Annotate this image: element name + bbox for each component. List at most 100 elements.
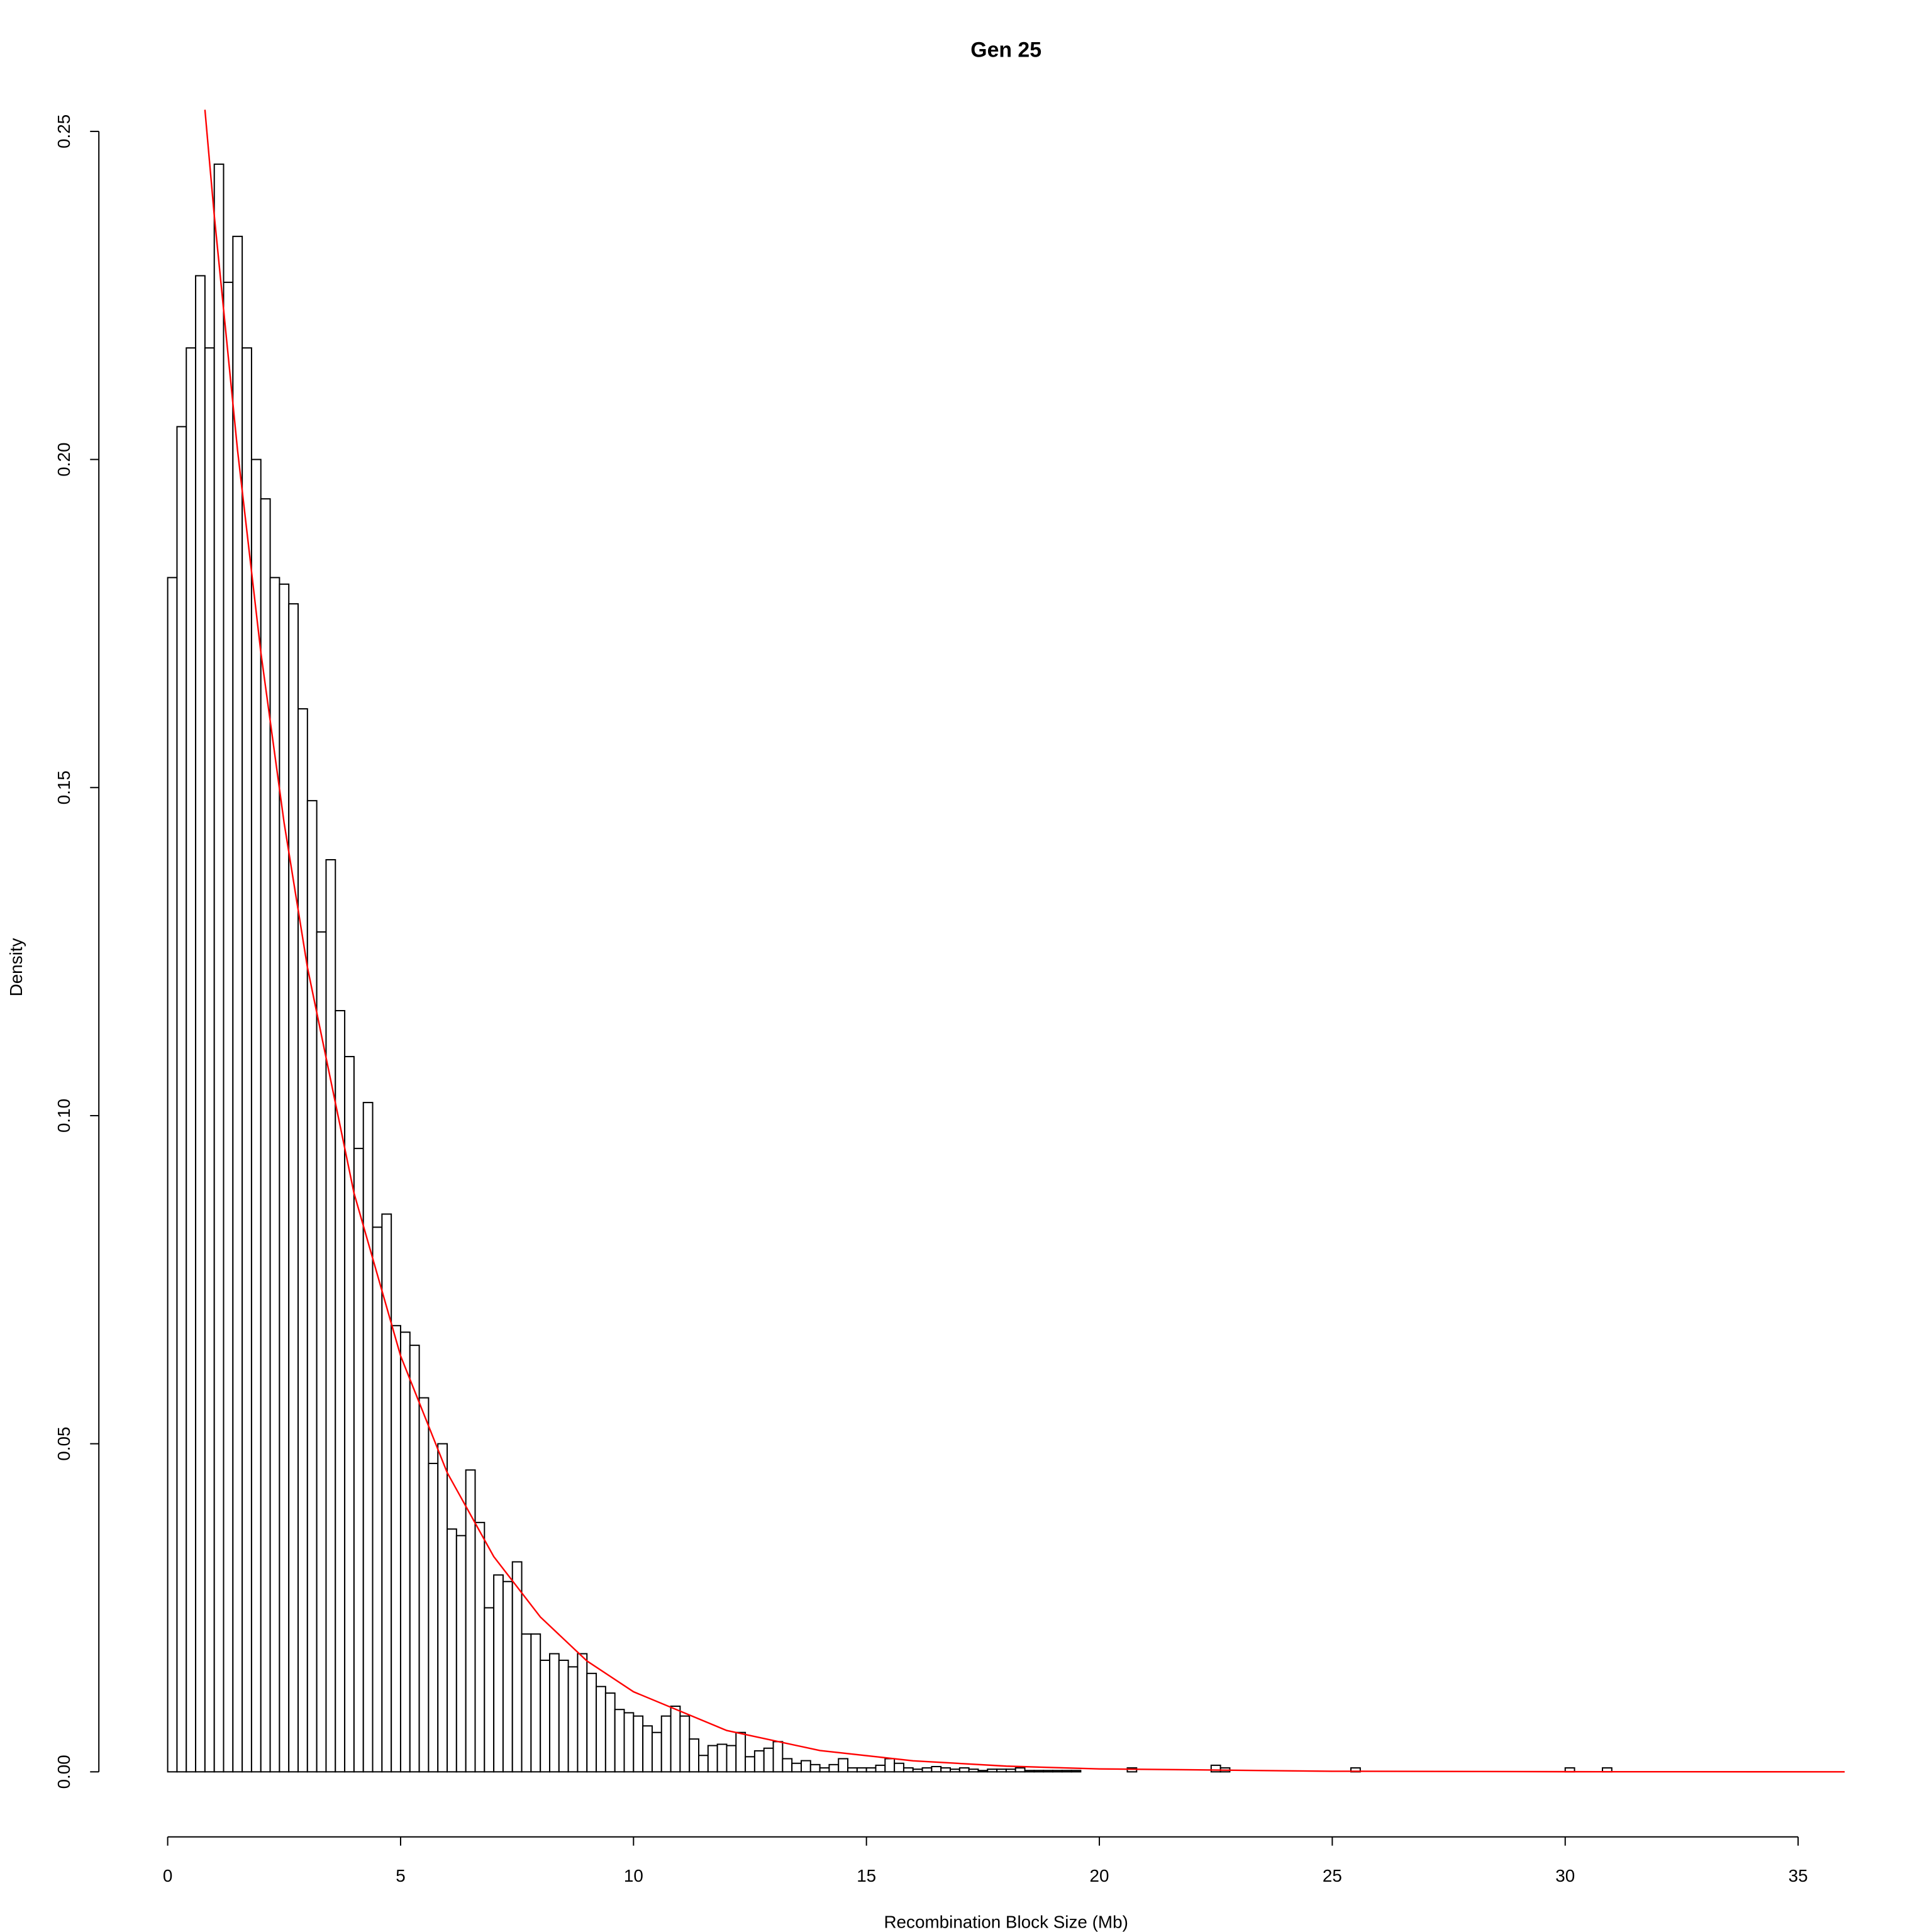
bar	[931, 1765, 942, 1773]
y-tick-label: 0.00	[54, 1755, 74, 1789]
bar	[633, 1715, 644, 1773]
y-tick-label: 0.05	[54, 1427, 74, 1461]
bar	[455, 1535, 467, 1773]
bar	[800, 1760, 811, 1773]
bar	[940, 1767, 952, 1773]
bar	[614, 1709, 625, 1773]
bar	[493, 1574, 504, 1773]
bar	[186, 347, 197, 1773]
density-curve	[204, 109, 1845, 1773]
x-tick-label: 10	[624, 1866, 643, 1885]
bar	[958, 1767, 970, 1773]
bar	[838, 1758, 849, 1773]
bar	[726, 1745, 737, 1773]
bar	[819, 1767, 830, 1773]
bar	[782, 1758, 793, 1773]
bar	[847, 1767, 858, 1773]
bar	[437, 1443, 448, 1773]
bar	[745, 1756, 755, 1773]
bar	[809, 1763, 821, 1773]
bar	[875, 1764, 886, 1773]
x-tick-label: 5	[396, 1866, 406, 1885]
bar	[391, 1324, 401, 1773]
bar	[353, 1148, 364, 1773]
bar	[977, 1770, 989, 1773]
bar	[670, 1705, 681, 1773]
bar	[1210, 1764, 1221, 1773]
bar	[344, 1056, 355, 1773]
bar	[521, 1633, 532, 1773]
bar	[865, 1767, 877, 1773]
bar	[660, 1715, 672, 1773]
y-tick-label: 0.15	[54, 770, 74, 804]
bar	[707, 1745, 718, 1773]
y-axis-label: Density	[6, 938, 26, 996]
bar	[204, 347, 215, 1773]
x-axis-label: Recombination Block Size (Mb)	[884, 1912, 1128, 1931]
bar	[679, 1715, 691, 1773]
bar	[950, 1768, 960, 1773]
bar	[968, 1768, 979, 1773]
x-tick-label: 15	[857, 1866, 876, 1885]
bar	[577, 1653, 588, 1773]
bar	[232, 235, 243, 1773]
bar	[1014, 1767, 1026, 1773]
bar	[558, 1659, 569, 1773]
bar	[772, 1741, 784, 1773]
bar	[753, 1750, 765, 1773]
bar	[642, 1725, 653, 1773]
bar	[549, 1653, 560, 1773]
x-tick-label: 30	[1555, 1866, 1575, 1885]
y-tick-label: 0.20	[54, 442, 74, 476]
bar	[325, 859, 336, 1773]
bar	[530, 1633, 541, 1773]
bar	[288, 603, 299, 1773]
bar	[716, 1743, 728, 1773]
bar	[912, 1768, 923, 1773]
bar	[623, 1712, 635, 1773]
bar	[502, 1580, 513, 1773]
bar	[474, 1521, 486, 1773]
bar	[428, 1462, 439, 1773]
bar	[604, 1692, 616, 1773]
bar	[698, 1755, 709, 1773]
x-tick-label: 0	[163, 1866, 173, 1885]
bar	[689, 1738, 700, 1773]
bar	[297, 708, 308, 1773]
bar	[856, 1767, 867, 1773]
y-tick-label: 0.25	[54, 114, 74, 148]
bar	[987, 1768, 998, 1773]
bar	[176, 426, 187, 1773]
bar	[306, 800, 318, 1773]
bar	[409, 1345, 420, 1773]
bar	[223, 281, 234, 1773]
bar	[884, 1758, 896, 1773]
bar	[1024, 1770, 1035, 1773]
bar	[195, 275, 206, 1773]
bar	[791, 1762, 802, 1773]
bar	[484, 1607, 495, 1773]
bar	[1061, 1770, 1072, 1773]
bar	[1052, 1770, 1063, 1773]
bar	[447, 1528, 457, 1773]
bar	[567, 1666, 579, 1773]
bar	[828, 1763, 840, 1773]
bar	[735, 1731, 747, 1773]
bar	[763, 1747, 774, 1773]
bar	[1033, 1770, 1045, 1773]
bar	[399, 1331, 411, 1773]
bar	[372, 1226, 383, 1773]
bar	[540, 1659, 550, 1773]
bar	[213, 164, 225, 1773]
bar	[586, 1672, 597, 1773]
bar	[996, 1768, 1007, 1773]
bar	[921, 1767, 933, 1773]
bar	[316, 931, 327, 1773]
x-tick-label: 35	[1789, 1866, 1808, 1885]
bar	[418, 1397, 430, 1773]
y-tick-label: 0.10	[54, 1099, 74, 1133]
bar	[167, 577, 178, 1773]
bar	[1043, 1770, 1053, 1773]
bar	[250, 458, 262, 1773]
